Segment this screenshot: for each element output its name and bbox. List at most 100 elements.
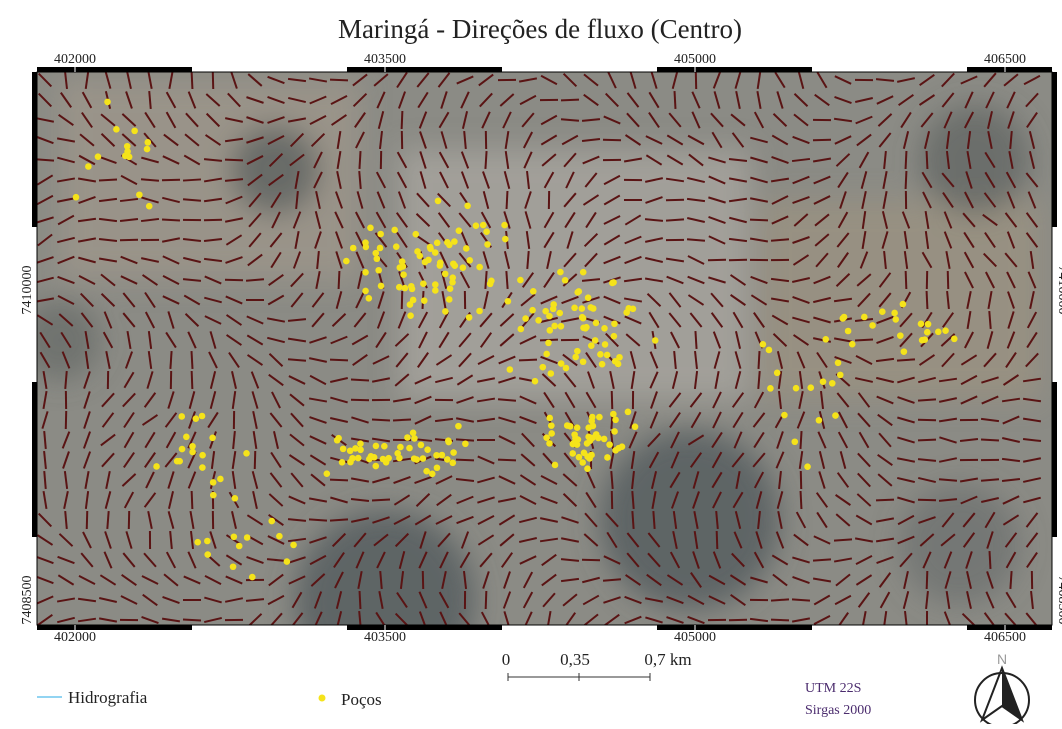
frame-band: [347, 67, 502, 72]
well: [546, 313, 553, 320]
well: [924, 329, 931, 336]
well: [136, 191, 143, 198]
well: [371, 454, 378, 461]
well: [597, 351, 604, 358]
well: [199, 464, 206, 471]
well: [427, 244, 434, 251]
well: [612, 417, 619, 424]
flow-arrow: [800, 431, 801, 449]
flow-arrow: [948, 271, 949, 289]
well: [552, 462, 559, 469]
well: [232, 495, 239, 502]
well: [409, 286, 416, 293]
well: [574, 289, 581, 296]
well: [411, 455, 418, 462]
well: [435, 198, 442, 205]
well: [372, 250, 379, 257]
well: [942, 327, 949, 334]
well: [421, 297, 428, 304]
flow-arrow: [485, 151, 486, 169]
well: [652, 337, 659, 344]
well: [601, 436, 608, 443]
well: [449, 460, 456, 467]
well: [422, 259, 429, 266]
well: [377, 231, 384, 238]
well: [579, 459, 586, 466]
well: [585, 424, 592, 431]
well: [447, 285, 454, 292]
flow-arrow: [99, 180, 117, 181]
well: [178, 413, 185, 420]
flow-arrow: [360, 591, 361, 609]
easting-label: 402000: [54, 630, 96, 645]
well: [845, 328, 852, 335]
well: [362, 288, 369, 295]
well: [424, 446, 431, 453]
flow-arrow: [393, 420, 411, 421]
well: [900, 301, 907, 308]
well: [530, 288, 537, 295]
well: [581, 450, 588, 457]
frame-band: [967, 67, 1052, 72]
northing-label: 7410000: [20, 266, 35, 315]
well: [532, 378, 539, 385]
wells-symbol: [319, 695, 326, 702]
well: [548, 422, 555, 429]
well: [464, 203, 471, 210]
well: [588, 342, 595, 349]
well: [194, 539, 201, 546]
well: [144, 146, 151, 153]
well: [585, 294, 592, 301]
well: [891, 310, 898, 317]
flow-arrow: [906, 171, 907, 189]
well: [606, 441, 613, 448]
well: [487, 281, 494, 288]
well: [420, 280, 427, 287]
flow-arrow: [456, 460, 474, 461]
flow-arrow: [507, 191, 508, 209]
well: [892, 316, 899, 323]
well: [820, 378, 827, 385]
well: [781, 412, 788, 419]
flow-arrow: [225, 160, 243, 161]
projection-datum: Sirgas 2000: [805, 703, 871, 718]
well: [284, 558, 291, 565]
flow-arrow: [981, 439, 999, 440]
well: [420, 455, 427, 462]
well: [580, 358, 587, 365]
well: [579, 314, 586, 321]
well: [619, 443, 626, 450]
flow-arrow: [717, 531, 718, 549]
flow-arrow: [372, 500, 390, 501]
well: [378, 283, 385, 290]
map-body: [20, 71, 1052, 690]
well: [630, 306, 637, 313]
well: [176, 458, 183, 465]
scale-label: 0,7 km: [644, 650, 691, 669]
frame-band: [657, 67, 812, 72]
well: [548, 430, 555, 437]
well: [362, 239, 369, 246]
flow-arrow: [486, 591, 487, 609]
legend-wells: Poços: [341, 690, 382, 709]
well: [837, 372, 844, 379]
flow-arrow: [927, 151, 928, 169]
well: [406, 445, 413, 452]
flow-arrow: [771, 599, 789, 600]
well: [124, 148, 131, 155]
flow-arrow: [632, 491, 633, 509]
legend-hydrography: Hidrografia: [68, 688, 148, 707]
well: [350, 245, 357, 252]
projection-zone: UTM 22S: [805, 681, 861, 696]
flow-arrow: [666, 219, 684, 220]
well: [546, 440, 553, 447]
well: [556, 310, 563, 317]
well: [589, 435, 596, 442]
well: [545, 340, 552, 347]
flow-arrow: [485, 271, 486, 289]
well: [760, 341, 767, 348]
flow-arrow: [456, 439, 474, 440]
well: [183, 434, 190, 441]
flow-arrow: [36, 159, 54, 160]
well: [551, 323, 558, 330]
